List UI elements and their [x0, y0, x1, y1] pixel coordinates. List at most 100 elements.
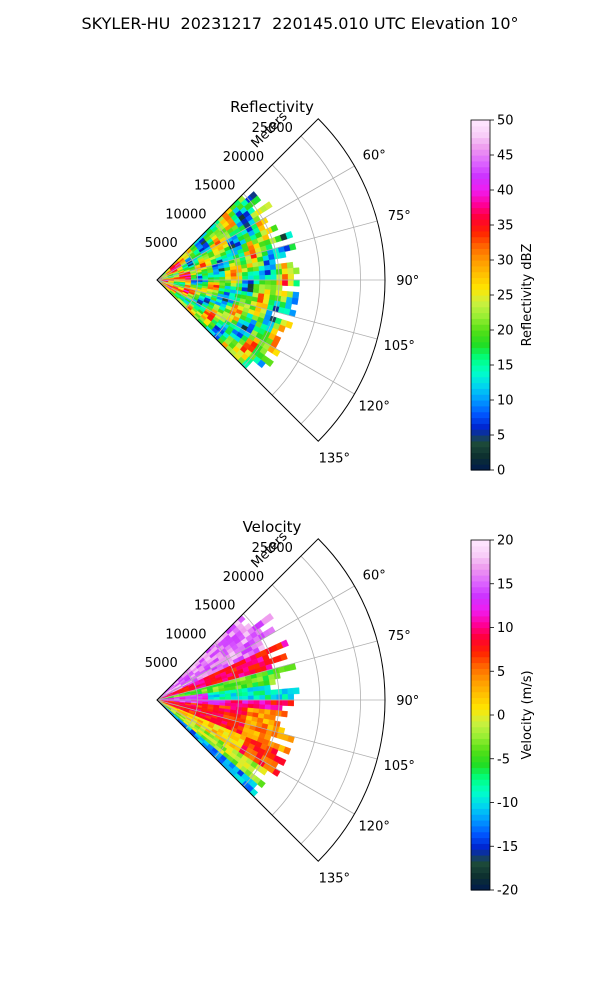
- range-tick-label: 15000: [194, 179, 235, 194]
- data-cell: [270, 279, 277, 286]
- data-cell: [247, 267, 254, 273]
- data-cell: [270, 704, 277, 711]
- data-cell: [270, 274, 277, 281]
- colorbar-segment: [471, 750, 490, 757]
- colorbar-segment: [471, 318, 490, 325]
- colorbar-segment: [471, 446, 490, 454]
- figure-title: SKYLER-HU 20231217 220145.010 UTC Elevat…: [81, 14, 519, 33]
- data-cell: [264, 274, 272, 281]
- colorbar-segment: [471, 697, 490, 704]
- colorbar-segment: [471, 575, 490, 582]
- colorbar-tick-label: 20: [497, 534, 514, 549]
- colorbar-label: Reflectivity dBZ: [520, 244, 535, 347]
- data-cell: [225, 279, 232, 284]
- data-cell: [241, 271, 249, 277]
- data-cell: [286, 261, 294, 269]
- colorbar-segment: [471, 295, 490, 302]
- data-cell: [293, 267, 300, 275]
- colorbar-segment: [471, 650, 490, 658]
- data-cell: [247, 275, 255, 281]
- colorbar-segment: [471, 225, 490, 232]
- colorbar-tick-label: 30: [497, 254, 514, 269]
- colorbar-segment: [471, 732, 490, 739]
- colorbar-segment: [471, 656, 490, 664]
- data-cell: [224, 693, 232, 698]
- colorbar-segment: [471, 283, 490, 290]
- data-cell: [270, 699, 277, 706]
- colorbar-segment: [471, 300, 490, 308]
- colorbar-tick-label: 15: [497, 359, 514, 374]
- colorbar-segment: [471, 359, 490, 366]
- azimuth-tick-label: 75°: [388, 209, 411, 224]
- data-cell: [236, 696, 243, 701]
- colorbar-segment: [471, 330, 490, 337]
- data-cell: [283, 746, 292, 755]
- data-cell: [257, 680, 265, 687]
- colorbar-segment: [471, 207, 490, 214]
- colorbar-segment: [471, 604, 490, 611]
- colorbar-segment: [471, 213, 490, 220]
- colorbar-segment: [471, 289, 490, 296]
- data-cell: [253, 695, 260, 701]
- range-tick-label: 5000: [145, 656, 178, 671]
- colorbar: -20 -15 -10 -5 0 5 10 15 20 Velocity (m/s): [470, 534, 535, 899]
- colorbar-segment: [471, 639, 490, 646]
- colorbar-segment: [471, 458, 490, 465]
- data-cell: [213, 279, 220, 283]
- data-cell: [252, 686, 260, 692]
- data-cell: [253, 270, 260, 277]
- data-cell: [264, 699, 272, 706]
- data-cell: [264, 704, 272, 711]
- data-cell: [258, 704, 266, 710]
- colorbar-segment: [471, 563, 490, 570]
- data-cell: [282, 279, 289, 286]
- colorbar-segment: [471, 306, 490, 314]
- colorbar-segment: [471, 137, 490, 144]
- colorbar-segment: [471, 703, 490, 710]
- sector-outline: [156, 538, 386, 862]
- data-cell: [264, 269, 272, 276]
- colorbar-tick-label: 5: [497, 665, 505, 680]
- data-cell: [287, 699, 295, 707]
- colorbar-segment: [471, 230, 490, 238]
- data-cell: [287, 693, 295, 701]
- data-cell: [269, 264, 277, 271]
- colorbar-segment: [471, 557, 490, 564]
- colorbar-segment: [471, 726, 490, 734]
- azimuth-tick-label: 120°: [359, 399, 390, 414]
- colorbar-segment: [471, 464, 490, 471]
- data-cell: [287, 687, 294, 695]
- colorbar-segment: [471, 755, 490, 763]
- data-cell: [242, 695, 249, 701]
- colorbar-segment: [471, 820, 490, 827]
- colorbar-segment: [471, 429, 490, 436]
- colorbar-segment: [471, 545, 490, 553]
- data-cell: [264, 684, 271, 691]
- data-cell: [247, 687, 254, 693]
- colorbar-segment: [471, 773, 490, 780]
- colorbar-segment: [471, 610, 490, 617]
- data-cell: [225, 696, 232, 701]
- azimuth-tick-label: 90°: [396, 694, 419, 709]
- data-cell: [213, 694, 220, 698]
- data-cell: [213, 697, 220, 701]
- colorbar-segment: [471, 131, 490, 139]
- colorbar-segment: [471, 785, 490, 792]
- range-tick-label: 20000: [223, 150, 264, 165]
- data-cell: [230, 279, 238, 284]
- data-cell: [247, 283, 255, 289]
- data-cell: [235, 688, 243, 694]
- data-cell: [257, 260, 265, 267]
- colorbar-segment: [471, 400, 490, 407]
- data-cell: [247, 695, 255, 701]
- colorbar-tick-label: 5: [497, 429, 505, 444]
- colorbar-segment: [471, 691, 490, 699]
- colorbar-segment: [471, 831, 490, 839]
- data-cell: [230, 696, 238, 701]
- data-cell: [236, 276, 243, 281]
- data-cell: [270, 694, 277, 701]
- data-cell: [219, 696, 226, 701]
- colorbar-segment: [471, 866, 490, 874]
- colorbar-segment: [471, 720, 490, 728]
- colorbar-segment: [471, 744, 490, 751]
